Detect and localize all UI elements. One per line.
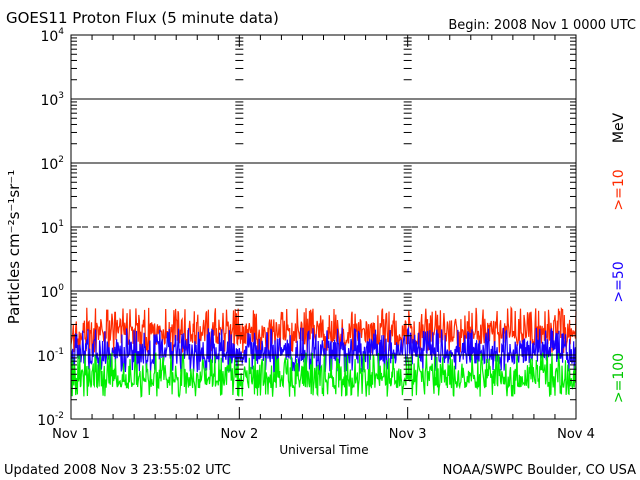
series-layer bbox=[70, 305, 577, 399]
y-tick-label: 10-2 bbox=[37, 411, 64, 429]
y-tick-label: 102 bbox=[40, 155, 64, 173]
plot-frame bbox=[70, 34, 577, 420]
y-tick-label: 101 bbox=[40, 219, 64, 237]
legend-ge100: >=100 bbox=[611, 353, 627, 403]
x-tick-label: Nov 3 bbox=[389, 427, 427, 442]
updated-timestamp: Updated 2008 Nov 3 23:55:02 UTC bbox=[4, 463, 231, 478]
y-axis-label: Particles cm⁻²s⁻¹sr⁻¹ bbox=[5, 170, 23, 324]
y-tick-label: 103 bbox=[40, 91, 64, 109]
y-tick-labels: 10-2 10-1 100 101 102 103 104 bbox=[37, 27, 64, 429]
legend-ge10: >=10 bbox=[611, 169, 627, 210]
series-line bbox=[70, 305, 577, 354]
chart-title: GOES11 Proton Flux (5 minute data) bbox=[6, 9, 279, 27]
tick-layer bbox=[71, 35, 576, 420]
legend-ge50: >=50 bbox=[611, 261, 627, 302]
x-tick-label: Nov 2 bbox=[220, 427, 258, 442]
y-tick-label: 100 bbox=[40, 283, 64, 301]
legend-unit: MeV bbox=[611, 112, 627, 143]
x-axis-label: Universal Time bbox=[279, 443, 368, 457]
series-line bbox=[70, 352, 577, 399]
series-line bbox=[70, 325, 577, 374]
grid-layer bbox=[71, 98, 576, 356]
x-tick-labels: Nov 1 Nov 2 Nov 3 Nov 4 bbox=[52, 427, 595, 442]
data-source: NOAA/SWPC Boulder, CO USA bbox=[443, 463, 636, 478]
y-tick-label: 104 bbox=[40, 27, 64, 45]
y-tick-label: 10-1 bbox=[37, 347, 64, 365]
x-tick-label: Nov 1 bbox=[52, 427, 90, 442]
x-tick-label: Nov 4 bbox=[557, 427, 595, 442]
begin-date: Begin: 2008 Nov 1 0000 UTC bbox=[448, 18, 636, 33]
